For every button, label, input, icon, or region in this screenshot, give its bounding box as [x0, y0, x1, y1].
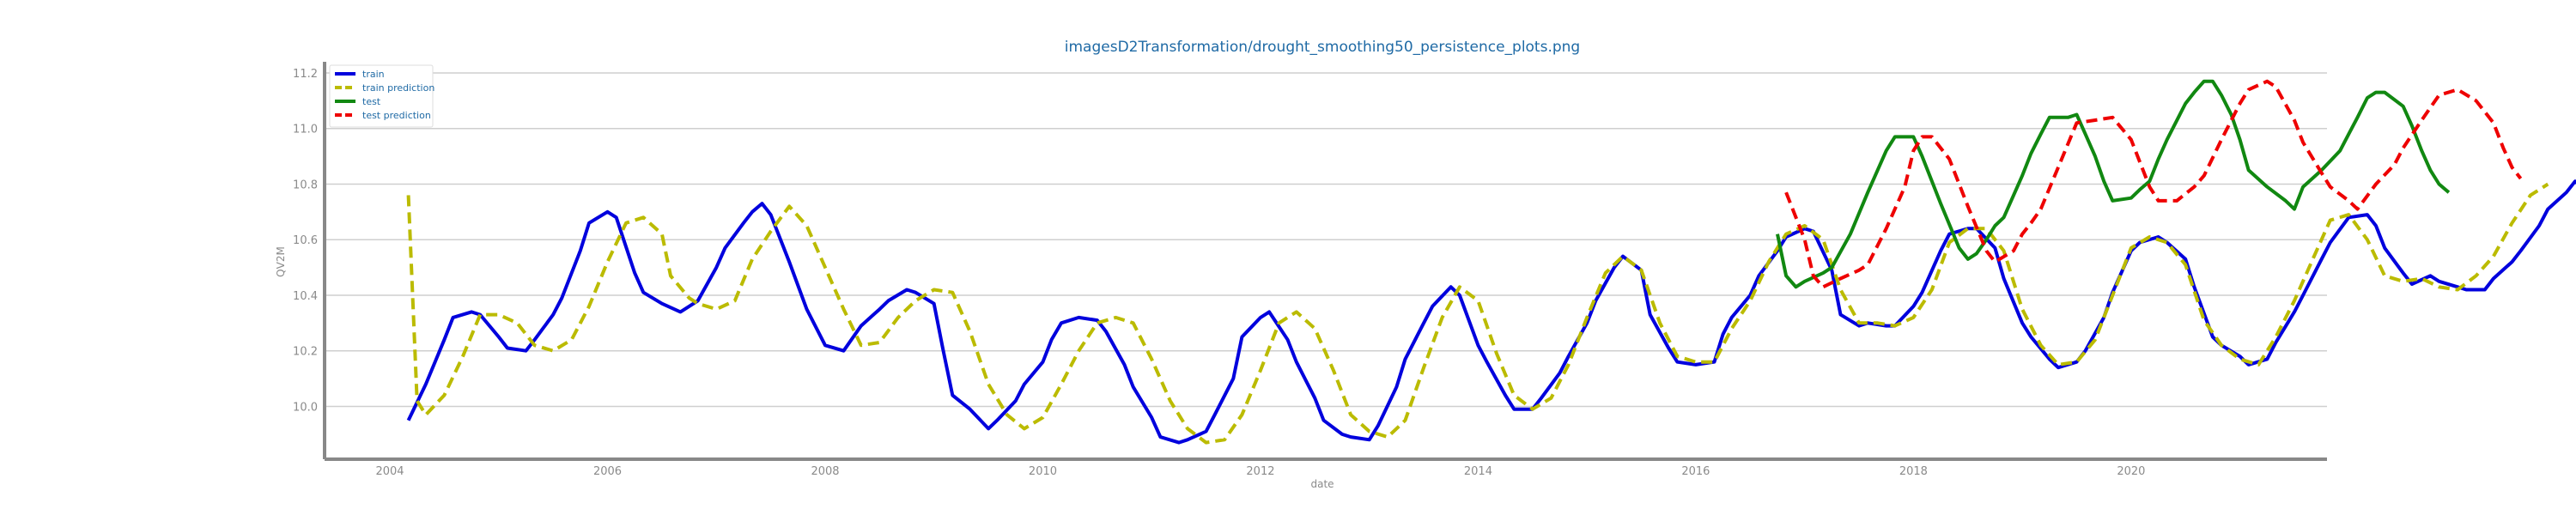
x-tick-label: 2010: [1029, 465, 1057, 478]
x-tick-label: 2016: [1681, 465, 1710, 478]
y-tick-label: 10.2: [293, 346, 318, 359]
y-tick-label: 10.0: [293, 401, 318, 414]
y-tick-label: 11.0: [293, 124, 318, 136]
y-tick-label: 10.8: [293, 179, 318, 191]
series-line-test-prediction: [1784, 79, 2523, 289]
x-tick-label: 2012: [1246, 465, 1274, 478]
y-tick-label: 10.6: [293, 234, 318, 247]
legend-entry: test prediction: [362, 110, 431, 121]
x-axis-label: date: [1310, 478, 1334, 490]
x-tick-label: 2008: [811, 465, 839, 478]
y-tick-label: 10.4: [293, 290, 318, 303]
x-tick-label: 2004: [375, 465, 404, 478]
x-tick-label: 2014: [1464, 465, 1492, 478]
y-tick-label: 11.2: [293, 68, 318, 81]
series-line-train-prediction: [406, 182, 2549, 445]
legend-entry: train: [362, 69, 385, 80]
x-tick-label: 2020: [2117, 465, 2145, 478]
y-axis-label: QV2M: [275, 246, 287, 277]
gridlines: [325, 72, 2327, 408]
series-line-train: [406, 179, 2576, 445]
series-lines: [406, 79, 2576, 445]
legend-box: [329, 64, 434, 128]
legend: train train prediction test test prediction: [329, 64, 434, 128]
series-line-test: [1776, 79, 2451, 289]
legend-entry: test: [362, 96, 381, 107]
chart-title: imagesD2Transformation/drought_smoothing…: [1065, 39, 1580, 56]
legend-entry: train prediction: [362, 82, 434, 94]
x-tick-label: 2006: [593, 465, 622, 478]
axes: 10.0 10.2 10.4 10.6 10.8 11.0 11.2 2004 2006 2008…: [293, 62, 2327, 478]
x-tick-label: 2018: [1899, 465, 1928, 478]
